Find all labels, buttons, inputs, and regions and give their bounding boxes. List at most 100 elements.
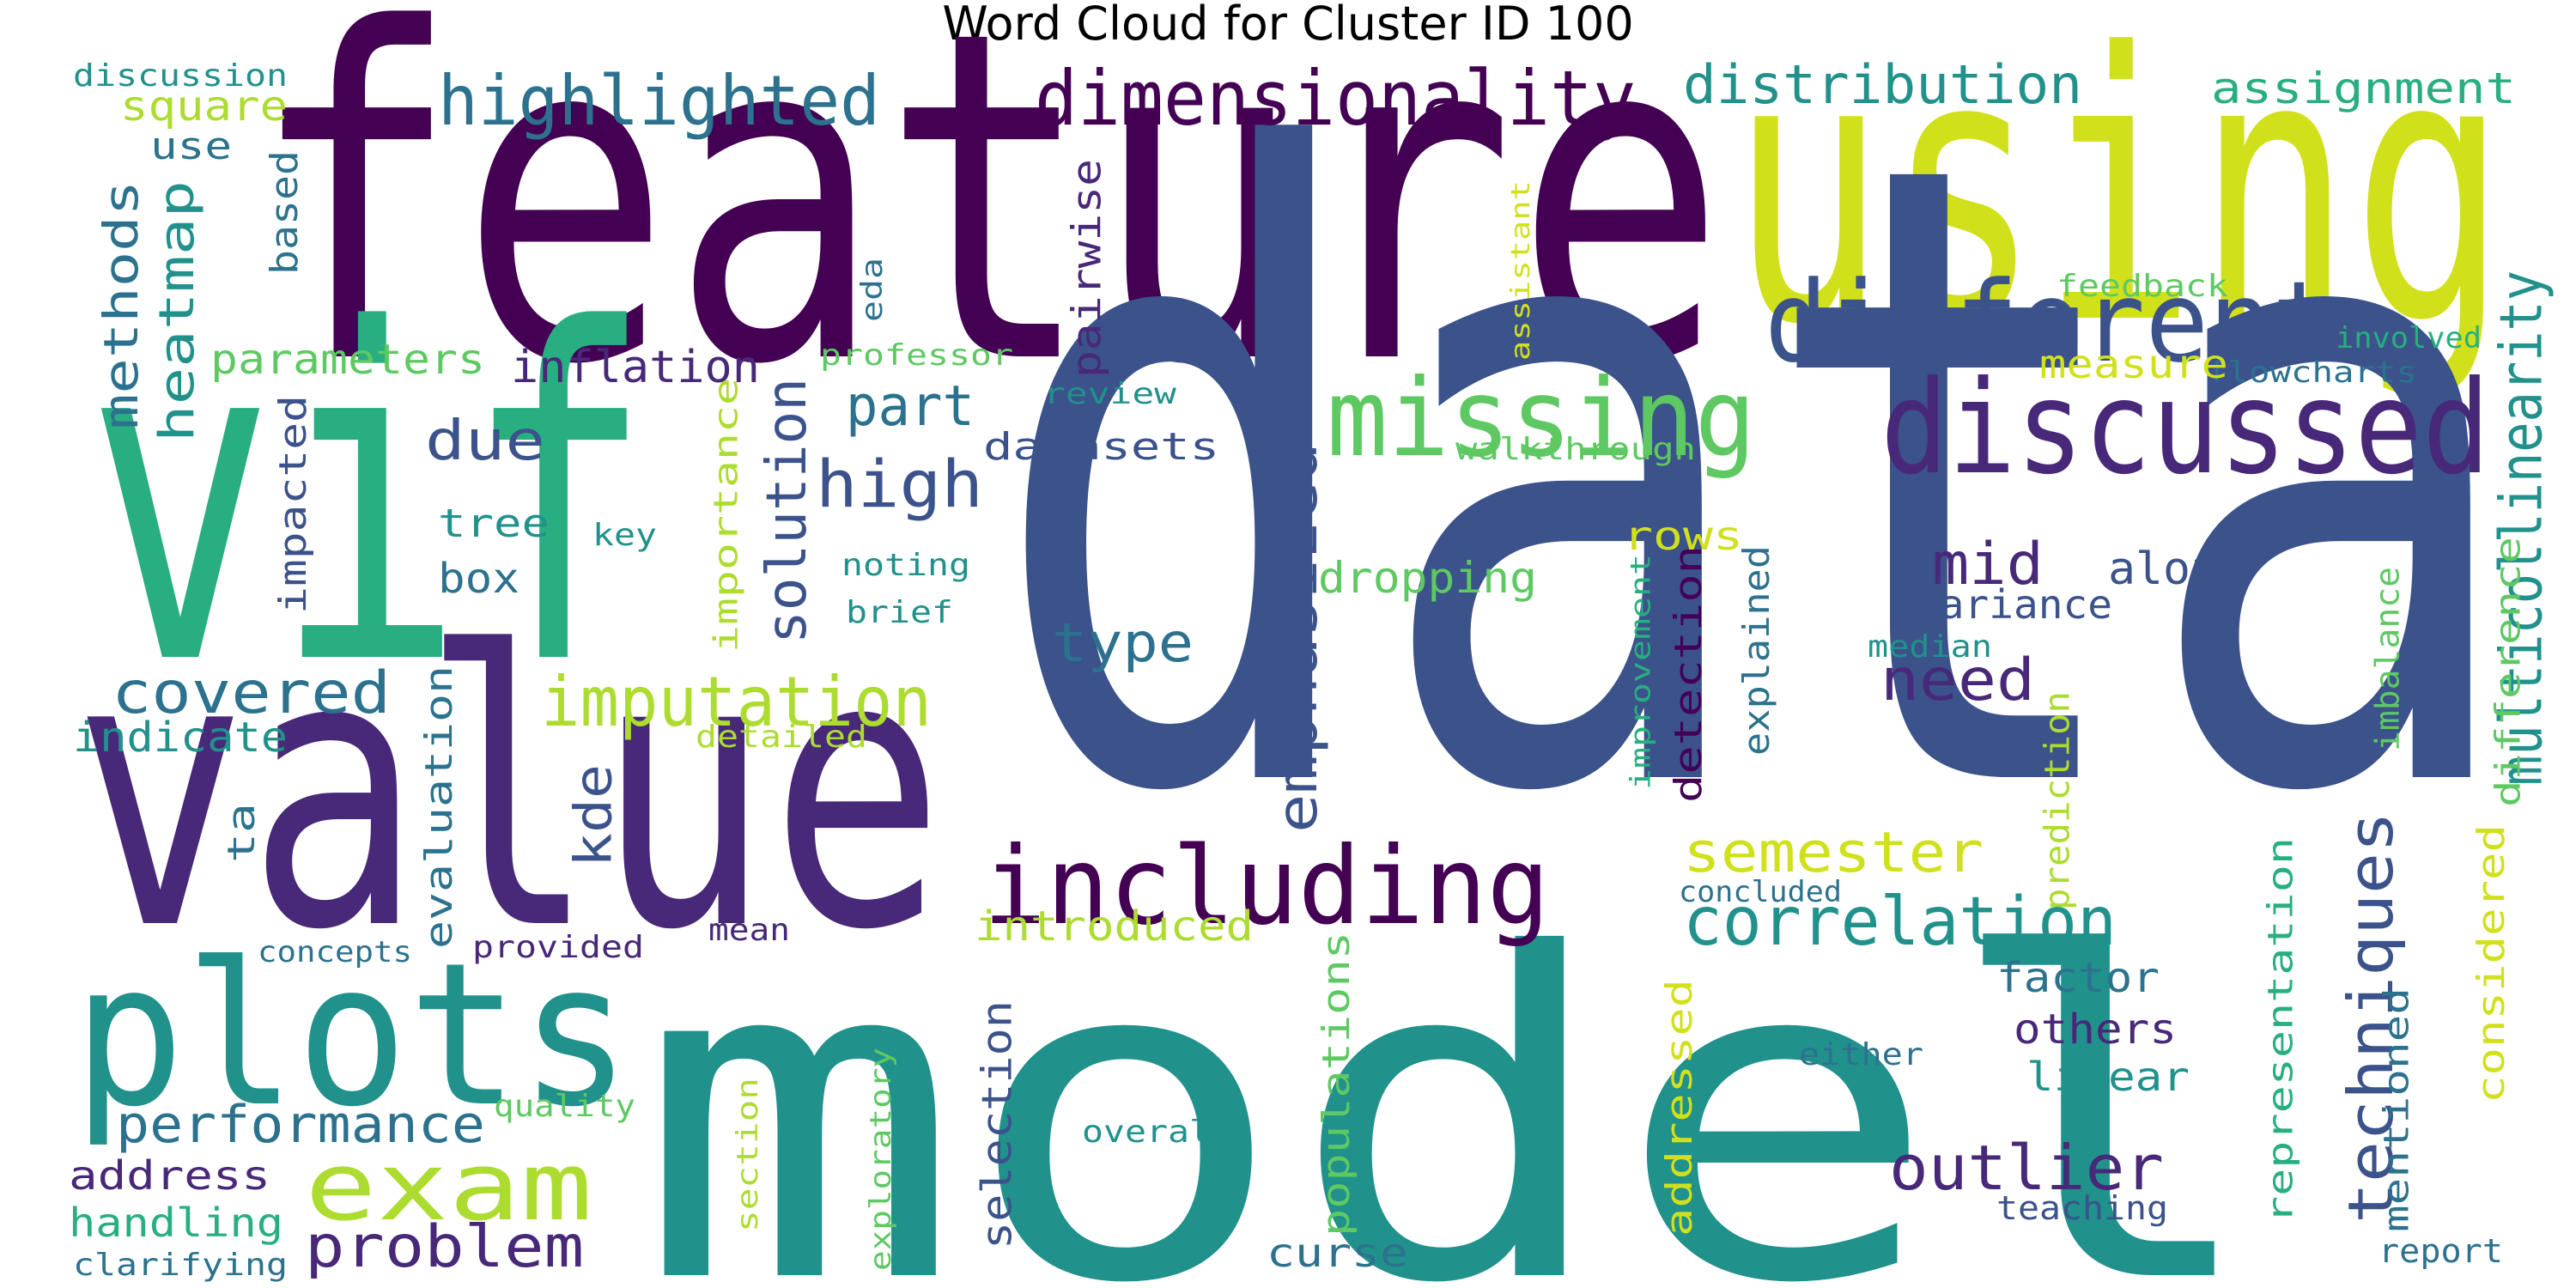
- word-outlier: outlier: [1889, 1132, 2164, 1204]
- word-mid: mid: [1932, 531, 2044, 598]
- page-title: Word Cloud for Cluster ID 100: [942, 0, 1634, 51]
- word-noting: noting: [841, 548, 970, 583]
- word-ta: ta: [220, 803, 264, 863]
- word-handling: handling: [69, 1200, 283, 1246]
- word-dropping: dropping: [1318, 553, 1537, 603]
- word-representation: representation: [2261, 837, 2300, 1224]
- word-prediction: prediction: [2038, 691, 2077, 910]
- word-measure: measure: [2039, 341, 2228, 387]
- word-vif: vif: [86, 234, 653, 764]
- word-techniques: techniques: [2335, 811, 2407, 1224]
- word-including: including: [983, 824, 1550, 949]
- word-curse: curse: [1267, 1230, 1408, 1276]
- word-introduced: introduced: [975, 902, 1254, 951]
- word-along: along: [2108, 544, 2245, 595]
- word-methods: methods: [94, 180, 149, 429]
- word-correlation: correlation: [1683, 884, 2117, 961]
- word-median: median: [1868, 629, 1992, 665]
- word-explained: explained: [1735, 545, 1777, 756]
- word-inflation: inflation: [511, 342, 760, 393]
- word-heatmap: heatmap: [149, 180, 205, 442]
- word-detection: detection: [1667, 545, 1710, 803]
- word-model: model: [635, 860, 2267, 1288]
- word-linear: linear: [2026, 1054, 2190, 1100]
- word-pairwise: pairwise: [1064, 159, 1110, 378]
- word-brief: brief: [846, 595, 953, 630]
- word-quality: quality: [494, 1089, 635, 1124]
- word-discussion: discussion: [73, 58, 288, 94]
- word-exploratory: exploratory: [864, 1048, 898, 1271]
- word-semester: semester: [1683, 821, 1984, 885]
- word-square: square: [120, 82, 288, 131]
- word-mentioned: mentioned: [2377, 987, 2416, 1232]
- word-teaching: teaching: [1996, 1189, 2168, 1227]
- word-provided: provided: [472, 930, 644, 965]
- word-addressed: addressed: [1658, 979, 1700, 1236]
- word-type: type: [1052, 611, 1194, 674]
- word-tree: tree: [438, 501, 550, 546]
- word-walkthrough: walkthrough: [1455, 432, 1696, 467]
- word-either: either: [1799, 1037, 1923, 1072]
- word-need: need: [1880, 647, 2035, 714]
- word-due: due: [425, 410, 545, 473]
- word-overall: overall: [1082, 1115, 1232, 1150]
- word-emphasized: emphasized: [1267, 442, 1330, 833]
- word-parameters: parameters: [210, 336, 485, 384]
- word-imputation: imputation: [541, 662, 932, 742]
- word-populations: populations: [1315, 932, 1358, 1236]
- word-datasets: datasets: [983, 425, 1219, 469]
- word-exam: exam: [305, 1132, 592, 1242]
- word-clarifying: clarifying: [73, 1248, 288, 1283]
- word-report: report: [2379, 1232, 2503, 1270]
- word-impacted: impacted: [271, 395, 315, 614]
- word-importance: importance: [708, 378, 745, 653]
- word-considered: considered: [2470, 824, 2513, 1103]
- word-involved: involved: [2336, 321, 2482, 355]
- word-multicollinearity: multicollinearity: [2488, 270, 2555, 786]
- word-detailed: detailed: [696, 720, 867, 755]
- word-selection: selection: [973, 1000, 1021, 1249]
- word-data: data: [987, 0, 2524, 980]
- word-concepts: concepts: [258, 935, 412, 969]
- word-distribution: distribution: [1683, 53, 2082, 116]
- word-address: address: [69, 1152, 270, 1199]
- word-part: part: [846, 374, 975, 439]
- word-key: key: [592, 518, 657, 553]
- word-based: based: [263, 150, 307, 275]
- word-value: value: [73, 573, 945, 1012]
- word-use: use: [150, 125, 232, 168]
- word-indicate: indicate: [73, 714, 288, 762]
- word-variance: variance: [1915, 581, 2112, 628]
- word-flowcharts: flowcharts: [2207, 355, 2417, 390]
- word-improvement: improvement: [1625, 554, 1657, 790]
- word-evaluation: evaluation: [417, 665, 461, 949]
- word-section: section: [731, 1078, 765, 1232]
- word-discussed: discussed: [1880, 354, 2490, 503]
- word-rows: rows: [1623, 513, 1743, 559]
- word-eda: eda: [855, 258, 890, 322]
- word-imbalance: imbalance: [2369, 567, 2407, 751]
- word-assignment: assignment: [2211, 64, 2516, 113]
- word-kde: kde: [564, 764, 624, 867]
- word-problem: problem: [305, 1213, 584, 1281]
- word-assistant: assistant: [1506, 180, 1536, 361]
- word-dimensionality: dimensionality: [1035, 54, 1636, 143]
- word-highlighted: highlighted: [438, 61, 880, 141]
- word-professor: professor: [820, 338, 1013, 373]
- word-feature: feature: [249, 0, 1726, 464]
- word-factor: factor: [1996, 954, 2160, 1002]
- word-high: high: [816, 446, 983, 522]
- word-performance: performance: [116, 1095, 485, 1155]
- word-plots: plots: [73, 921, 631, 1151]
- word-using: using: [1730, 0, 2507, 405]
- word-feedback: feedback: [2057, 269, 2228, 304]
- word-review: review: [1043, 377, 1177, 411]
- word-solution: solution: [756, 378, 819, 644]
- word-box: box: [438, 555, 519, 603]
- word-concluded: concluded: [1679, 875, 1842, 909]
- word-covered: covered: [112, 659, 391, 727]
- word-different: different: [1765, 257, 2336, 387]
- word-others: others: [2014, 1005, 2177, 1054]
- word-mean: mean: [708, 913, 790, 948]
